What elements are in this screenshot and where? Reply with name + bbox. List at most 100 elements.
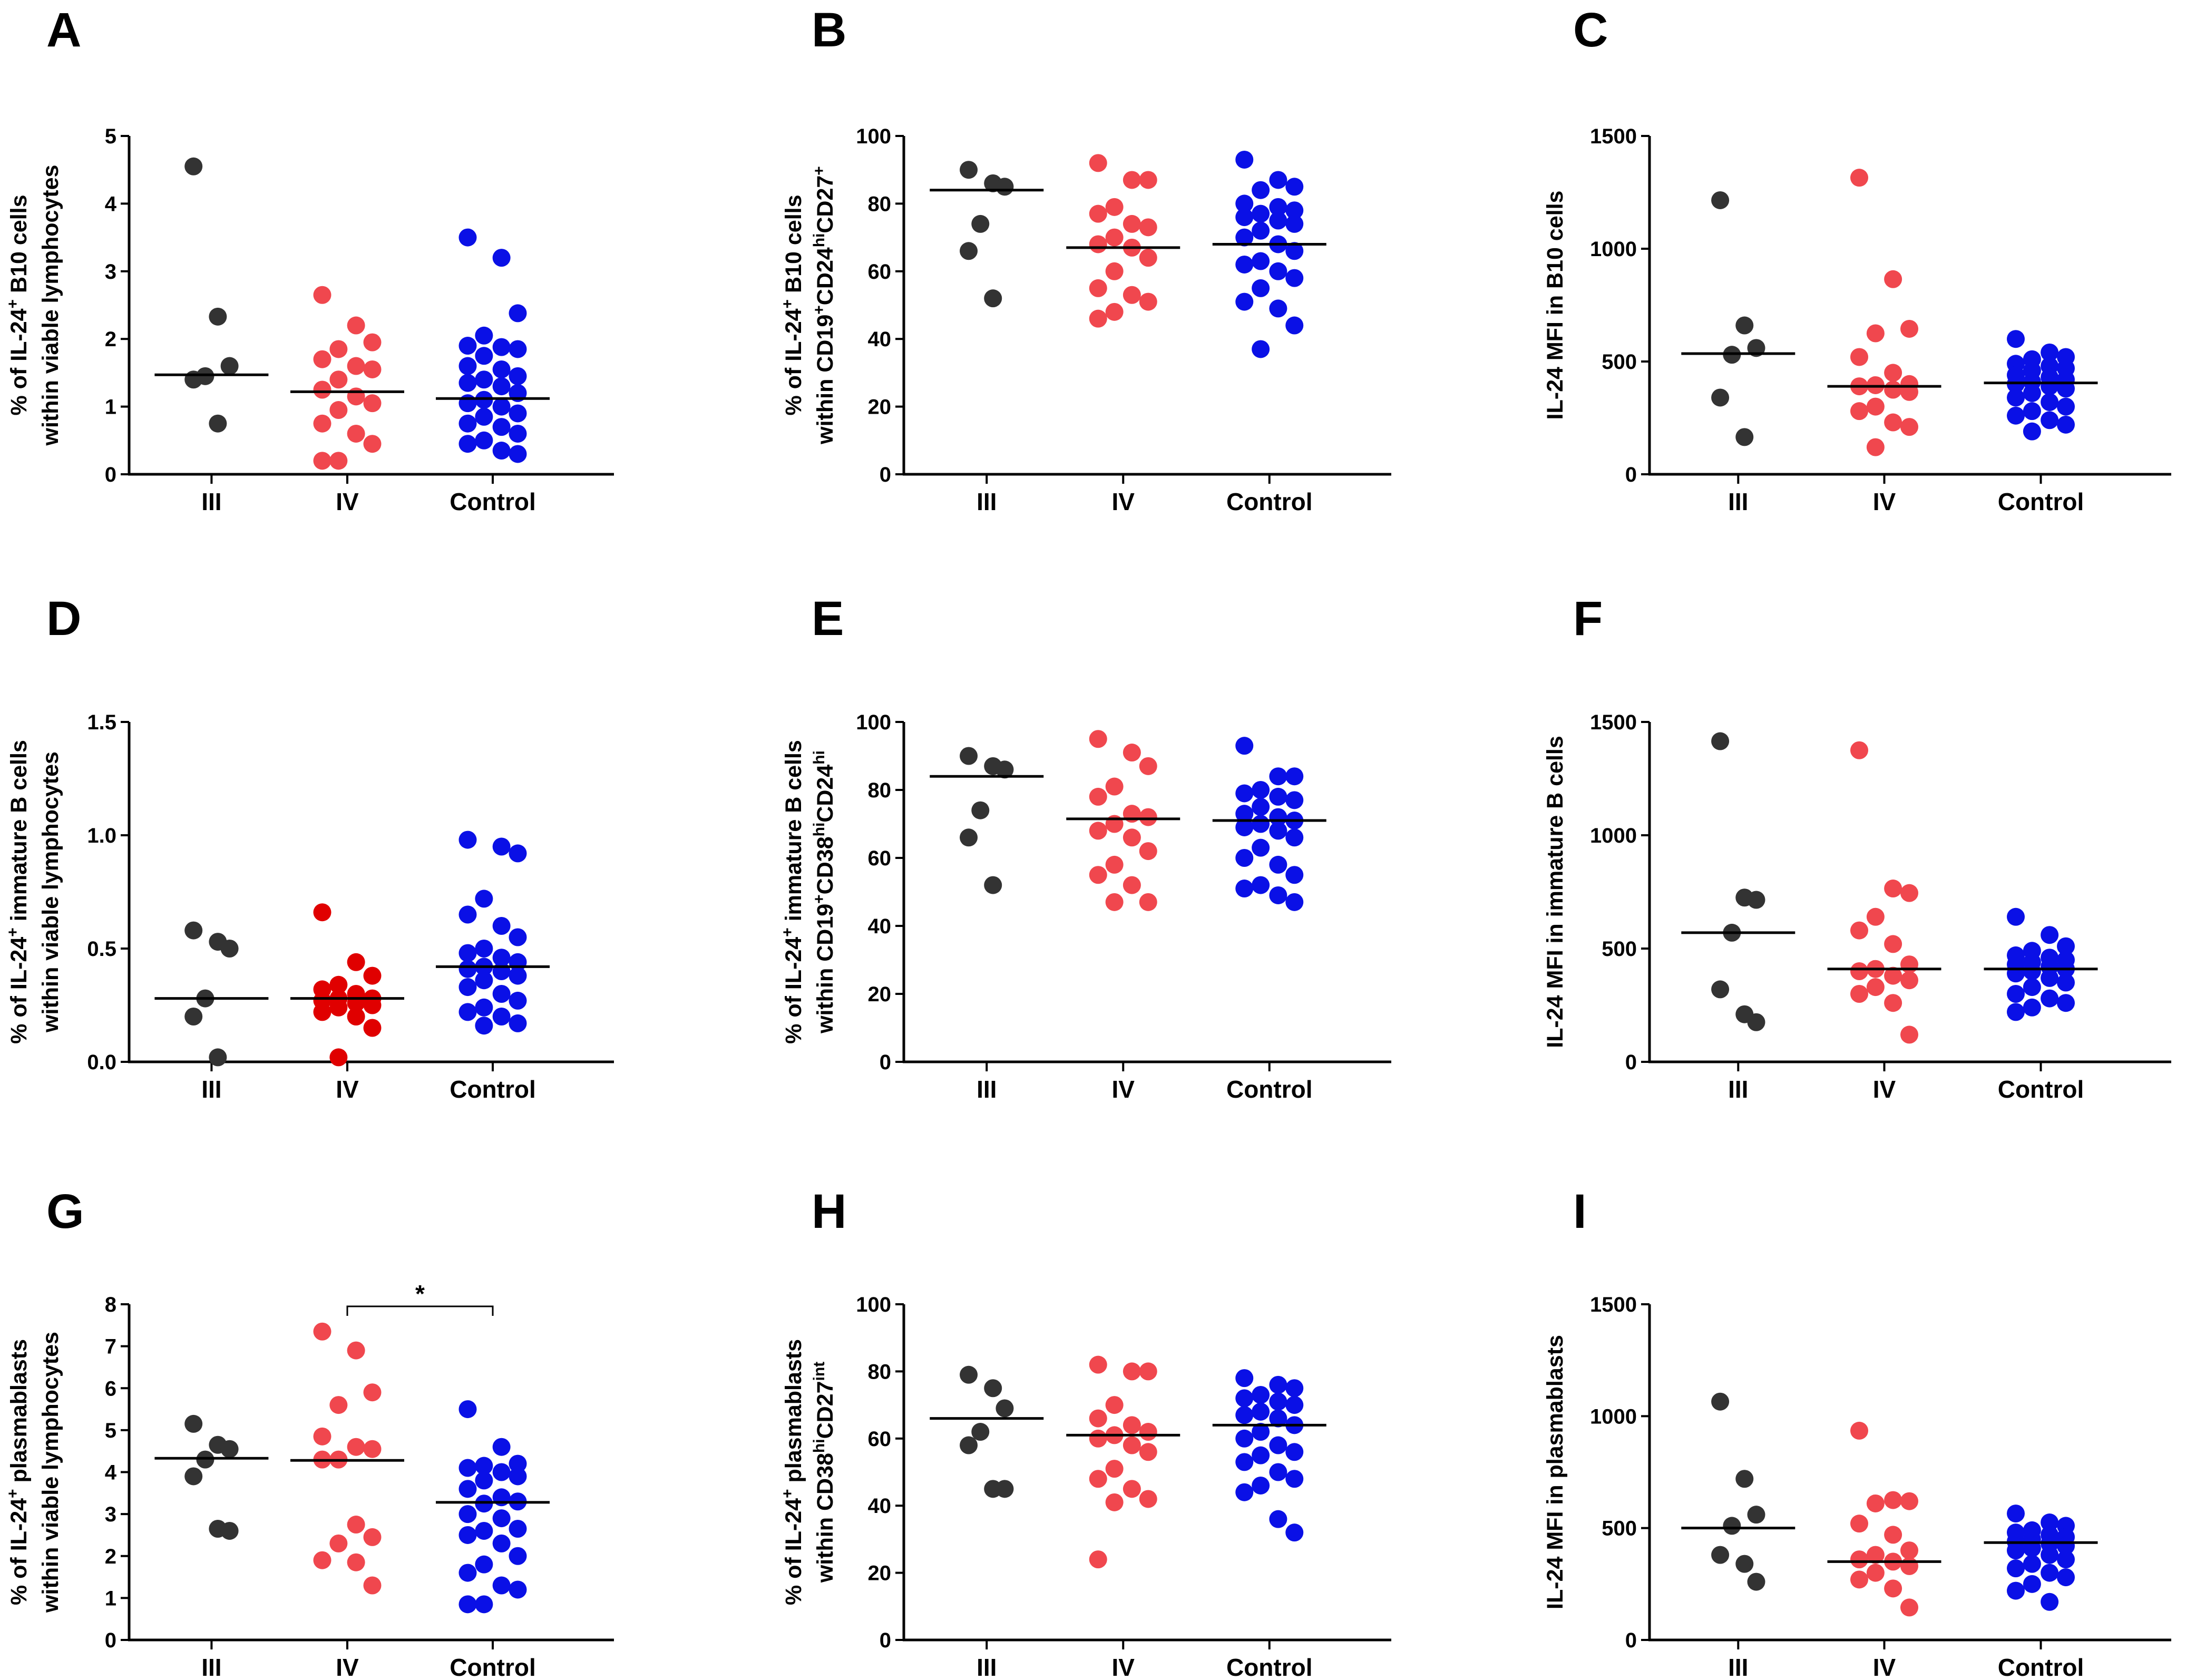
x-tick-label: IV: [1112, 1654, 1135, 1680]
x-tick-label: III: [201, 1076, 221, 1103]
data-point-iii: [1747, 1572, 1765, 1591]
data-point-control: [509, 1547, 527, 1565]
data-point-iv: [1123, 171, 1141, 189]
y-tick-label: 0: [1625, 1629, 1637, 1652]
y-tick-label: 1: [105, 396, 116, 419]
x-tick-label: IV: [1112, 488, 1135, 515]
data-point-control: [458, 978, 477, 997]
data-point-control: [458, 1526, 477, 1544]
data-point-iv: [1900, 418, 1918, 436]
data-point-iv: [1884, 966, 1902, 985]
data-point-iii: [1723, 1517, 1741, 1535]
y-tick-label: 0: [880, 463, 891, 486]
x-tick-label: Control: [450, 488, 536, 515]
data-point-control: [2041, 1546, 2059, 1564]
x-tick-label: Control: [450, 1654, 536, 1680]
data-point-control: [475, 370, 493, 389]
data-point-iv: [1884, 1526, 1902, 1544]
data-point-iii: [184, 1467, 203, 1486]
significance-label: *: [415, 1280, 425, 1307]
data-point-control: [1285, 1523, 1304, 1542]
data-point-iv: [347, 316, 365, 335]
data-point-control: [458, 1459, 477, 1477]
data-point-iii: [1711, 1546, 1730, 1564]
data-point-iv_dark: [347, 953, 365, 971]
y-tick-label: 20: [868, 396, 892, 419]
data-point-control: [492, 249, 511, 267]
data-point-control: [475, 1457, 493, 1475]
data-point-iv: [1123, 1436, 1141, 1454]
data-point-iv: [1105, 855, 1124, 874]
data-point-iv_dark: [329, 998, 348, 1017]
data-point-iv: [1850, 1515, 1868, 1533]
data-point-iii: [996, 178, 1014, 196]
panel-B: B 0 20 40 60 80 100 III IV Control % of IL-24+ B10…: [779, 3, 1391, 515]
data-point-control: [509, 445, 527, 463]
data-point-control: [1252, 1402, 1270, 1421]
data-point-control: [2007, 1505, 2025, 1523]
x-tick-label: III: [201, 488, 221, 515]
data-point-control: [2007, 1581, 2025, 1600]
data-point-control: [1252, 252, 1270, 270]
y-axis-label: % of IL-24+ immature B cellswithin CD19+…: [779, 740, 838, 1044]
data-point-iv: [1105, 777, 1124, 796]
data-point-iv: [1089, 1409, 1107, 1428]
data-point-iv: [1900, 884, 1918, 902]
data-point-control: [1269, 1409, 1287, 1428]
data-point-control: [1235, 150, 1254, 169]
data-point-iv: [363, 1440, 382, 1458]
data-point-iv: [313, 286, 331, 304]
data-point-iv: [347, 387, 365, 406]
data-point-iv: [1850, 1421, 1868, 1440]
y-tick-label: 2: [105, 328, 116, 351]
data-point-control: [509, 1014, 527, 1032]
data-point-control: [1269, 1392, 1287, 1411]
data-point-control: [458, 374, 477, 392]
data-point-control: [2023, 978, 2041, 997]
data-point-iv: [1884, 994, 1902, 1012]
data-point-iii: [984, 876, 1002, 894]
data-point-control: [458, 228, 477, 247]
data-point-control: [1235, 849, 1254, 867]
data-point-iv: [1089, 1429, 1107, 1448]
data-point-iii: [1735, 1555, 1754, 1573]
data-point-control: [492, 985, 511, 1003]
data-point-control: [458, 1564, 477, 1582]
data-point-control: [509, 304, 527, 323]
significance-bracket: [346, 1305, 494, 1316]
data-point-iv: [363, 360, 382, 378]
y-tick-label: 1500: [1590, 125, 1637, 148]
data-point-iii: [184, 921, 203, 940]
data-point-iv: [1139, 1362, 1157, 1381]
x-tick-label: Control: [1998, 1654, 2084, 1680]
x-tick-label: IV: [336, 1654, 359, 1680]
data-point-iv: [1139, 292, 1157, 311]
data-point-control: [458, 1595, 477, 1614]
x-tick-label: III: [977, 1076, 997, 1103]
data-point-iv: [363, 1383, 382, 1402]
data-point-iv: [1123, 1362, 1141, 1381]
data-point-control: [475, 390, 493, 409]
y-axis-label: % of IL-24+ B10 cells within viable lymph…: [4, 165, 63, 446]
y-tick-label: 100: [856, 1293, 891, 1316]
data-point-control: [2057, 397, 2075, 416]
data-point-control: [1269, 822, 1287, 840]
panel-letter: A: [46, 3, 81, 57]
data-point-iv: [1105, 1460, 1124, 1478]
data-point-control: [458, 960, 477, 978]
data-point-iv: [1850, 348, 1868, 366]
data-point-control: [1252, 876, 1270, 894]
data-point-control: [475, 1017, 493, 1035]
data-point-iii: [971, 801, 990, 819]
data-point-control: [1235, 1389, 1254, 1408]
data-point-iv: [313, 380, 331, 399]
data-point-control: [1269, 1463, 1287, 1481]
y-axis-label: IL-24 MFI in immature B cells: [1543, 736, 1568, 1048]
y-tick-label: 1.0: [87, 824, 116, 847]
data-point-iv: [1884, 880, 1902, 898]
data-point-control: [2007, 907, 2025, 926]
data-point-control: [1252, 340, 1270, 358]
y-tick-label: 0: [880, 1629, 891, 1652]
data-point-control: [1235, 292, 1254, 311]
panel-F: F 0 500 1000 1500 III IV Control IL-24 MFI in im…: [1543, 592, 2171, 1103]
